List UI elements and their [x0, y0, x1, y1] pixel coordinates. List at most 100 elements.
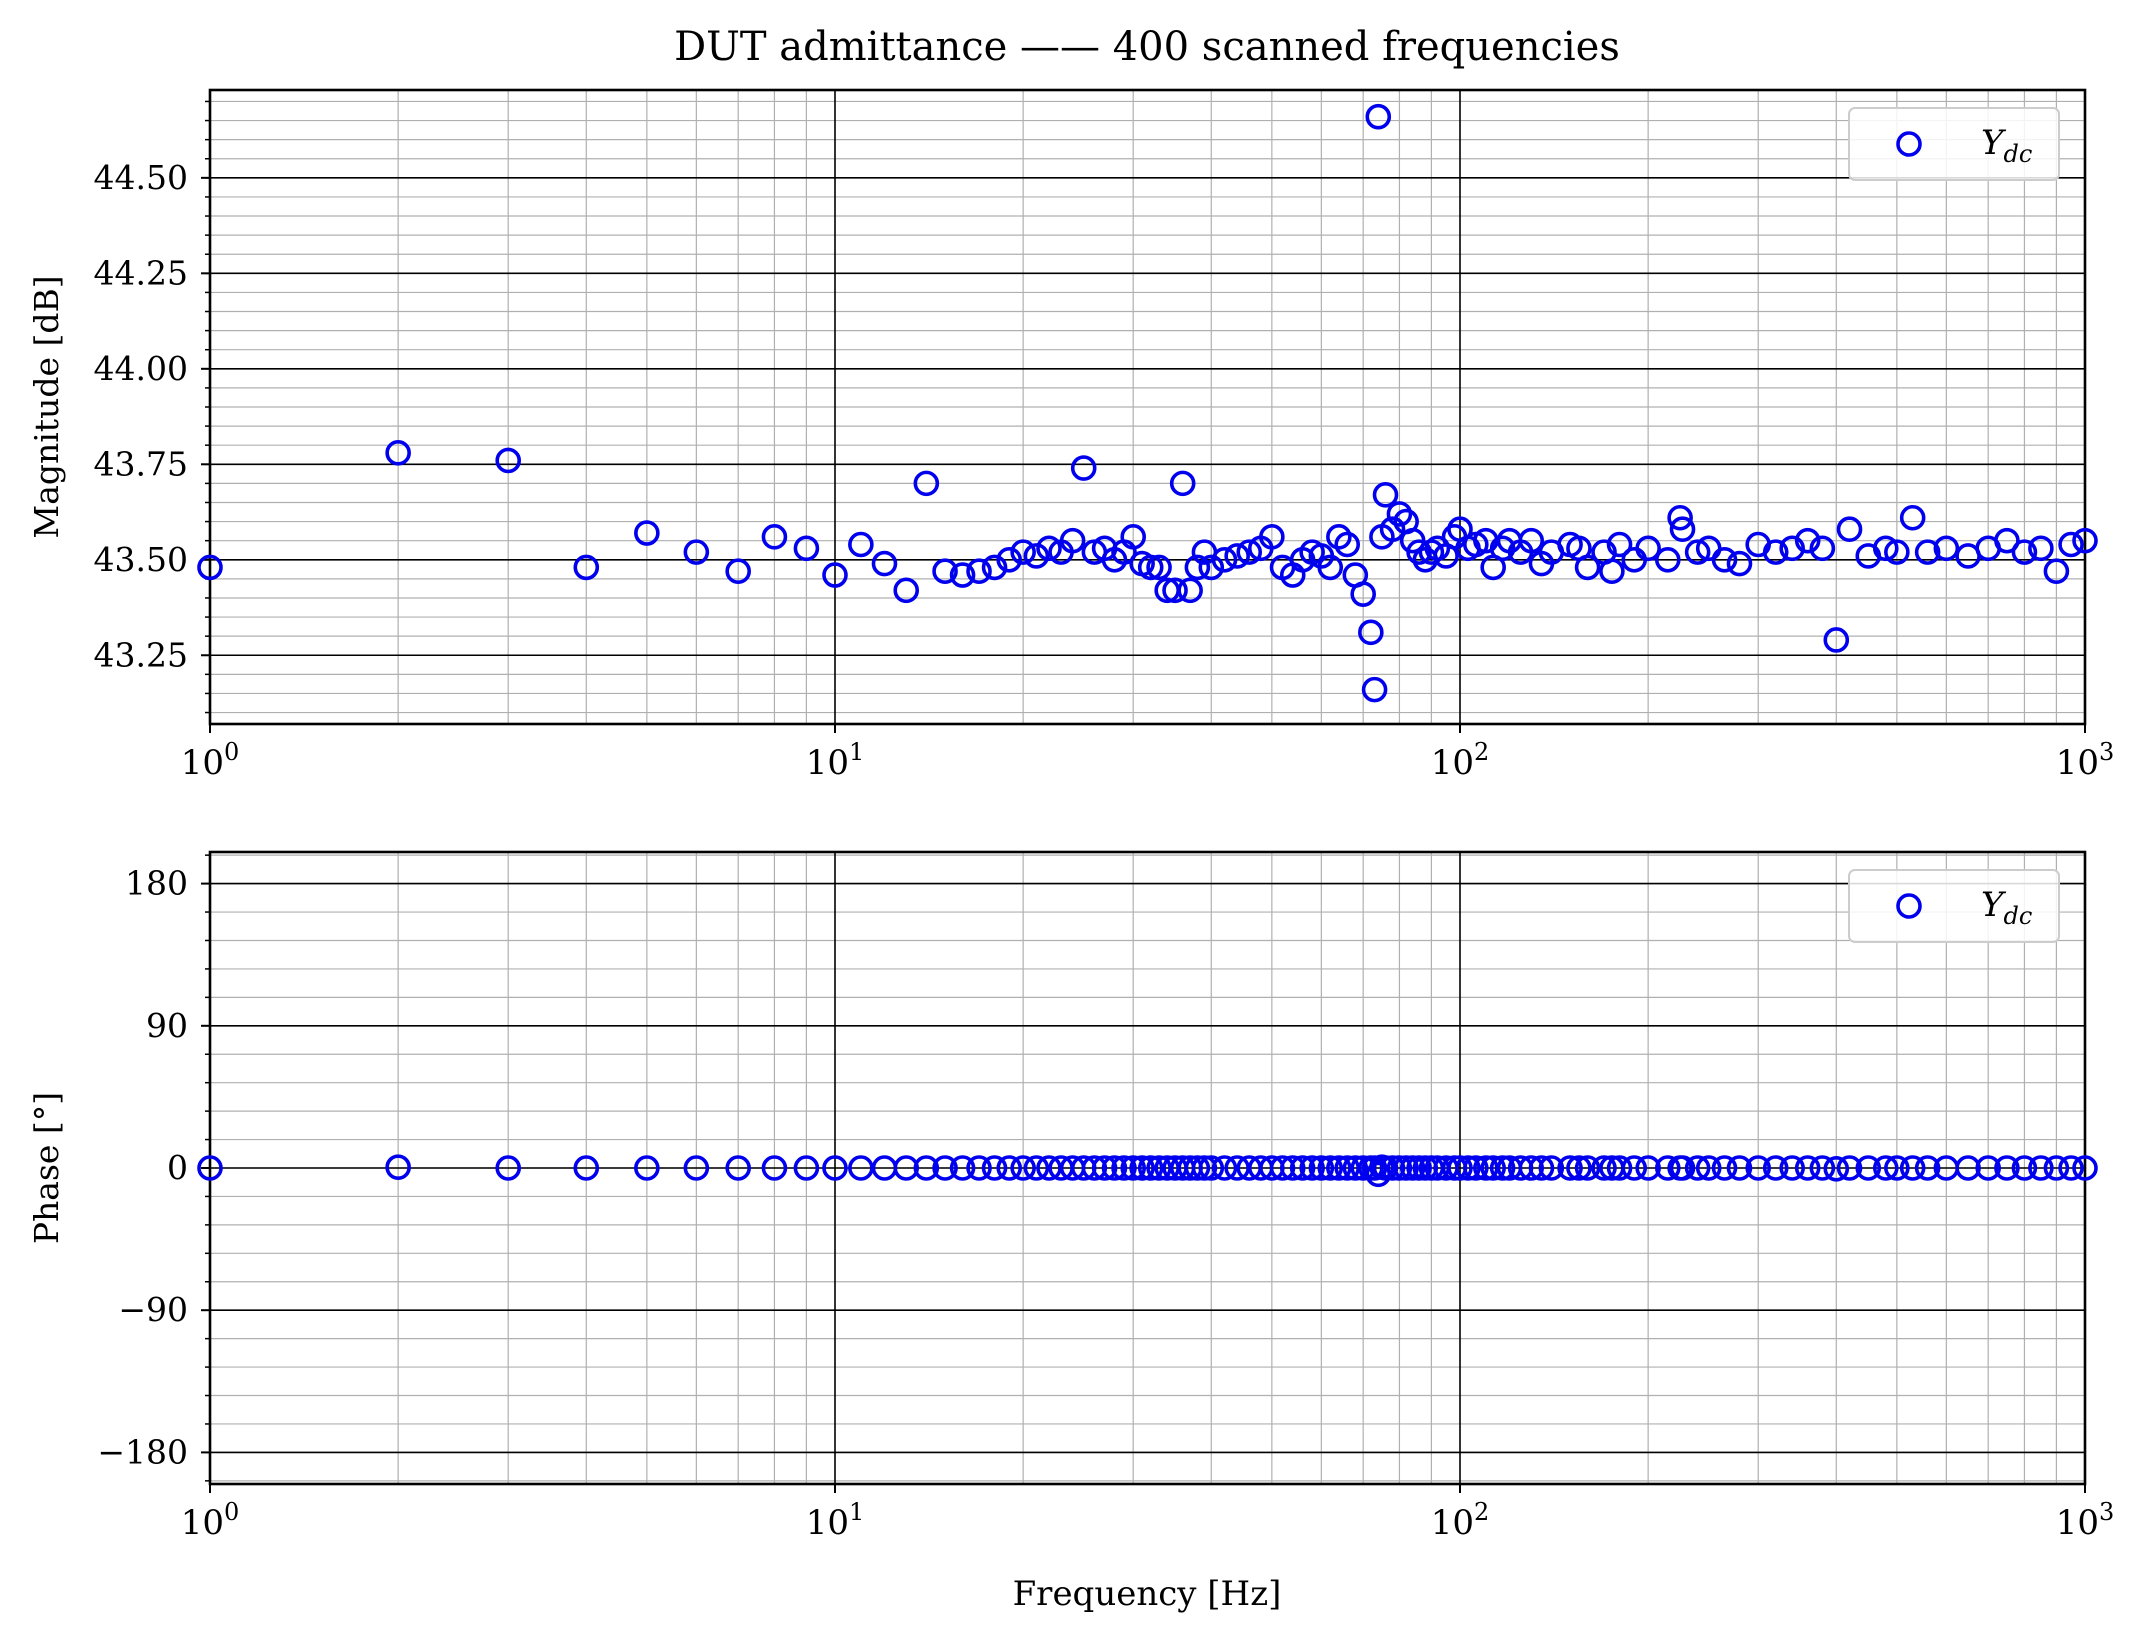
data-point	[848, 531, 874, 558]
data-point	[949, 1155, 976, 1181]
data-point	[2028, 1155, 2054, 1181]
data-point	[634, 1155, 660, 1181]
y-axis-label: Magnitude [dB]	[27, 275, 66, 538]
y-axis-label: Phase [°]	[27, 1092, 66, 1244]
data-point	[1350, 581, 1376, 607]
y-tick-label: 43.50	[94, 540, 188, 579]
x-tick-label: 101	[806, 1498, 865, 1543]
data-point	[495, 447, 522, 474]
data-point	[1386, 1155, 1413, 1181]
data-point	[996, 546, 1023, 573]
y-tick-label: 44.25	[94, 253, 188, 292]
y-tick-label: 43.75	[94, 444, 188, 483]
data-point	[1386, 501, 1413, 527]
data-point	[1823, 1155, 1850, 1182]
data-point	[996, 1155, 1023, 1181]
data-point	[1933, 535, 1960, 562]
legend-box	[1848, 107, 2060, 181]
data-point	[1379, 1155, 1406, 1181]
data-point	[1334, 531, 1361, 558]
data-point	[1899, 1155, 1926, 1181]
data-point	[1308, 1155, 1335, 1181]
data-point	[1591, 1155, 1617, 1181]
data-point	[1669, 1155, 1696, 1181]
data-point	[1259, 524, 1285, 550]
data-point	[1836, 1155, 1863, 1181]
data-point	[1955, 1155, 1981, 1181]
data-point	[1538, 1155, 1565, 1181]
data-point	[1975, 1155, 2001, 1181]
data-point	[1809, 1155, 1836, 1181]
data-point	[495, 1155, 522, 1181]
data-point	[1289, 1155, 1316, 1181]
data-point	[913, 470, 940, 497]
data-point	[1463, 1155, 1489, 1181]
data-point	[1184, 1155, 1211, 1181]
plot-frame	[208, 850, 2087, 1486]
data-point	[1635, 535, 1661, 562]
data-point	[1198, 1155, 1225, 1181]
data-point	[1566, 1155, 1592, 1181]
data-point	[1606, 1155, 1633, 1181]
data-point	[981, 554, 1008, 581]
data-point	[1480, 1155, 1506, 1181]
data-point	[1489, 535, 1516, 562]
data-point	[197, 554, 223, 581]
data-point	[1211, 1155, 1238, 1181]
data-point	[385, 1154, 411, 1181]
data-point	[822, 562, 848, 588]
data-point	[1745, 1155, 1772, 1181]
x-tick-label: 102	[1431, 738, 1490, 783]
data-point	[1654, 546, 1681, 573]
x-tick-label: 101	[806, 738, 865, 783]
data-point	[1211, 546, 1238, 573]
data-point	[1762, 539, 1789, 565]
data-point	[1994, 1155, 2020, 1181]
y-tick-label: 44.50	[94, 158, 188, 197]
data-point	[1855, 1155, 1882, 1181]
data-point	[2043, 558, 2070, 585]
data-point	[1823, 627, 1850, 653]
data-point	[1884, 1155, 1910, 1181]
data-point	[1023, 543, 1050, 569]
data-point	[2011, 539, 2038, 565]
data-point	[683, 539, 710, 565]
data-point	[1779, 1155, 1805, 1181]
data-point	[2028, 535, 2054, 562]
data-point	[1606, 531, 1633, 558]
data-point	[1528, 1155, 1555, 1181]
data-point	[871, 550, 898, 577]
data-point	[2058, 531, 2084, 558]
data-point	[1669, 516, 1696, 543]
y-tick-label: −90	[118, 1290, 188, 1329]
data-point	[1667, 504, 1693, 531]
y-tick-label: 44.00	[94, 349, 188, 388]
data-point	[1137, 554, 1164, 581]
data-point	[1406, 539, 1432, 565]
data-point	[1010, 1155, 1036, 1181]
phase-panel: 100 101 102 103 −180 −90 0 90 180 Phase [°] Ydc	[27, 850, 2114, 1543]
y-tick-label: 90	[146, 1006, 188, 1045]
data-point	[573, 554, 600, 581]
x-axis-label: Frequency [Hz]	[1013, 1574, 1282, 1614]
data-point	[1120, 1155, 1147, 1181]
data-point	[932, 558, 958, 585]
data-point	[1635, 1155, 1661, 1181]
data-point	[1447, 1155, 1473, 1181]
data-point	[1872, 1155, 1899, 1181]
x-tick-label: 103	[2056, 738, 2115, 783]
data-point	[1379, 516, 1406, 543]
legend-marker	[1896, 893, 1922, 919]
data-point	[1169, 470, 1196, 497]
data-point	[949, 562, 976, 588]
data-point	[1269, 1155, 1296, 1181]
data-point	[1872, 535, 1899, 562]
data-point	[1137, 1155, 1164, 1181]
data-point	[1023, 1155, 1050, 1181]
data-point	[1455, 1155, 1481, 1181]
legend-label: Ydc	[1981, 885, 2032, 930]
data-point	[1191, 1155, 1218, 1181]
data-point	[1914, 1155, 1941, 1181]
plot-frame	[208, 88, 2087, 726]
data-point	[893, 577, 920, 604]
